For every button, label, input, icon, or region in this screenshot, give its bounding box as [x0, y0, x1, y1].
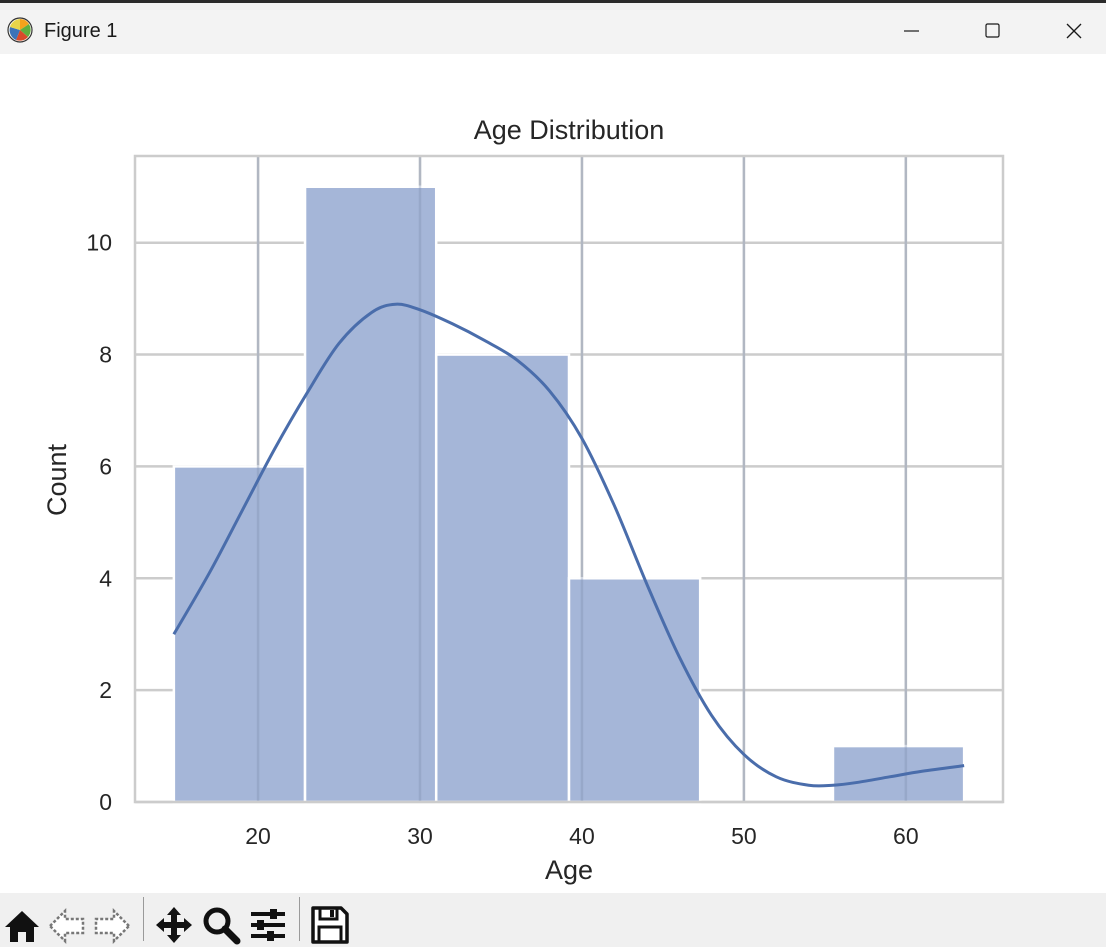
- forward-button[interactable]: [92, 905, 132, 945]
- axes-frame: [133, 154, 1005, 804]
- save-icon: [311, 906, 349, 944]
- histogram-bar: [567, 577, 702, 804]
- toolbar-separator: [299, 897, 300, 941]
- back-arrow-icon: [48, 907, 85, 945]
- x-tick-label: 30: [407, 823, 433, 849]
- x-tick-label: 50: [731, 823, 757, 849]
- save-button[interactable]: [310, 905, 350, 945]
- home-icon: [5, 911, 39, 942]
- x-tick-labels: 20 30 40 50 60: [245, 823, 918, 849]
- configure-subplots-button[interactable]: [248, 905, 288, 945]
- window-title: Figure 1: [44, 20, 118, 42]
- pan-button[interactable]: [154, 905, 194, 945]
- minimize-icon: [904, 30, 919, 32]
- x-axis-label: Age: [545, 855, 593, 885]
- maximize-button[interactable]: [970, 11, 1016, 51]
- histogram-bar: [303, 185, 438, 804]
- window-titlebar: Figure 1: [0, 0, 1106, 54]
- x-tick-label: 60: [893, 823, 919, 849]
- y-tick-label: 0: [99, 789, 112, 815]
- chart-title: Age Distribution: [474, 115, 665, 145]
- close-icon: [1066, 23, 1082, 39]
- forward-arrow-icon: [94, 907, 131, 945]
- y-tick-label: 8: [99, 342, 112, 368]
- x-tick-label: 20: [245, 823, 271, 849]
- y-tick-label: 2: [99, 677, 112, 703]
- home-button[interactable]: [2, 905, 42, 945]
- y-tick-label: 4: [99, 565, 112, 591]
- x-tick-label: 40: [569, 823, 595, 849]
- y-tick-label: 10: [86, 230, 112, 256]
- minimize-button[interactable]: [889, 11, 935, 51]
- zoom-button[interactable]: [201, 905, 241, 945]
- toolbar-separator: [143, 897, 144, 941]
- navigation-toolbar: [0, 893, 1106, 947]
- y-tick-label: 6: [99, 453, 112, 479]
- close-button[interactable]: [1051, 11, 1097, 51]
- maximize-icon: [985, 23, 1000, 38]
- kde-line: [172, 302, 965, 788]
- configure-subplots-icon: [251, 909, 285, 941]
- pan-icon: [156, 907, 192, 943]
- y-axis-label: Count: [42, 443, 72, 516]
- y-tick-labels: 0 2 4 6 8 10: [86, 230, 112, 815]
- back-button[interactable]: [47, 905, 87, 945]
- matplotlib-app-icon: [7, 17, 33, 43]
- histogram-bar: [434, 353, 571, 804]
- histogram-bars: [172, 156, 966, 804]
- zoom-icon: [203, 907, 241, 945]
